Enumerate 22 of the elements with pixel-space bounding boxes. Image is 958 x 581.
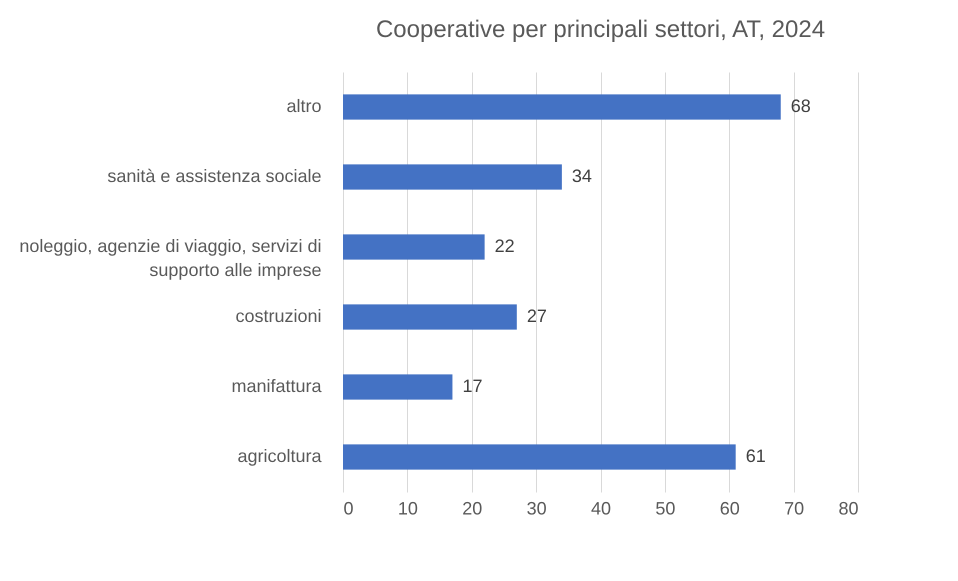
y-tick-label: noleggio, agenzie di viaggio, servizi di supporto alle imprese bbox=[19, 236, 322, 280]
y-tick-label: sanità e assistenza sociale bbox=[107, 166, 322, 186]
chart-title: Cooperative per principali settori, AT, 2024 bbox=[376, 16, 826, 43]
x-tick-label: 60 bbox=[720, 498, 740, 518]
data-label: 22 bbox=[494, 236, 515, 256]
y-tick-label: altro bbox=[286, 96, 322, 116]
x-tick-label: 40 bbox=[590, 498, 612, 518]
data-label: 68 bbox=[790, 96, 811, 116]
data-label: 34 bbox=[572, 166, 592, 186]
x-tick-label: 0 bbox=[344, 498, 354, 518]
data-label: 61 bbox=[746, 446, 766, 466]
y-tick-label: costruzioni bbox=[235, 306, 322, 326]
x-tick-label: 30 bbox=[526, 498, 547, 518]
x-tick-label: 20 bbox=[462, 498, 482, 518]
data-label: 17 bbox=[462, 376, 482, 396]
x-tick-label: 10 bbox=[398, 498, 418, 518]
data-label: 27 bbox=[526, 306, 547, 326]
y-tick-label: manifattura bbox=[231, 376, 322, 396]
x-tick-label: 80 bbox=[838, 498, 858, 518]
y-tick-label: agricoltura bbox=[237, 446, 322, 466]
x-tick-label: 50 bbox=[655, 498, 676, 518]
x-tick-label: 70 bbox=[784, 498, 804, 518]
